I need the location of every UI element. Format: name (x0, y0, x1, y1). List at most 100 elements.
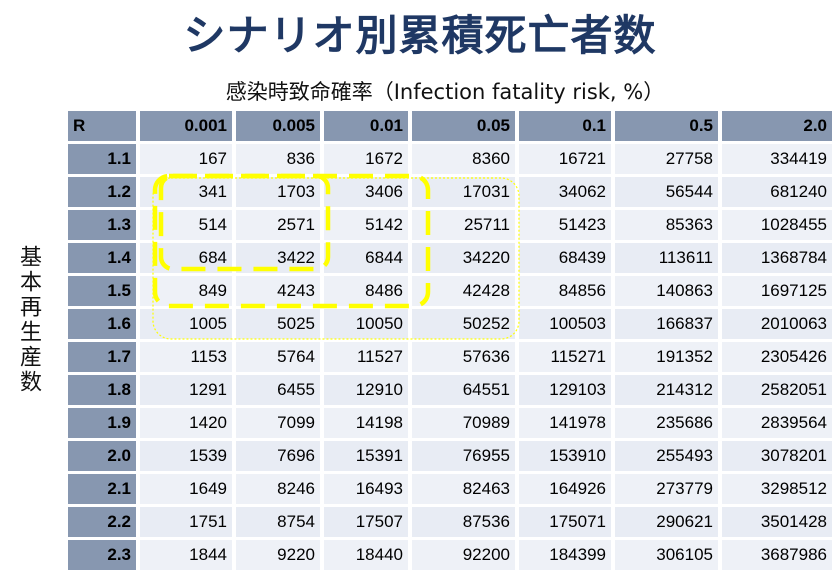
table-cell: 1368784 (722, 243, 832, 273)
table-cell: 273779 (615, 474, 718, 504)
table-cell: 3406 (324, 177, 408, 207)
table-cell: 334419 (722, 144, 832, 174)
table-cell: 681240 (722, 177, 832, 207)
table-cell: 12910 (324, 375, 408, 405)
row-header: 1.4 (68, 243, 136, 273)
row-header: 2.3 (68, 540, 136, 570)
table-cell: 214312 (615, 375, 718, 405)
table-cell: 85363 (615, 210, 718, 240)
table-cell: 849 (140, 276, 232, 306)
row-header: 1.5 (68, 276, 136, 306)
table-cell: 57636 (412, 342, 515, 372)
table-cell: 2839564 (722, 408, 832, 438)
table-cell: 3687986 (722, 540, 832, 570)
table-cell: 175071 (519, 507, 611, 537)
table-cell: 17507 (324, 507, 408, 537)
table-cell: 42428 (412, 276, 515, 306)
table-row: 1.9 1420 7099 14198 70989 141978 235686 2839564 (68, 408, 832, 438)
table-row: 2.2 1751 8754 17507 87536 175071 290621 3501428 (68, 507, 832, 537)
table-cell: 2582051 (722, 375, 832, 405)
table-cell: 34062 (519, 177, 611, 207)
table-cell: 64551 (412, 375, 515, 405)
column-header: 0.01 (324, 111, 408, 141)
table-cell: 82463 (412, 474, 515, 504)
table-cell: 184399 (519, 540, 611, 570)
table-cell: 10050 (324, 309, 408, 339)
table-cell: 191352 (615, 342, 718, 372)
table-cell: 341 (140, 177, 232, 207)
row-header: 1.1 (68, 144, 136, 174)
header-row: R 0.001 0.005 0.01 0.05 0.1 0.5 2.0 (68, 111, 832, 141)
table-cell: 1751 (140, 507, 232, 537)
table-cell: 8486 (324, 276, 408, 306)
table-cell: 16721 (519, 144, 611, 174)
table-cell: 290621 (615, 507, 718, 537)
table-cell: 167 (140, 144, 232, 174)
table-cell: 7696 (236, 441, 320, 471)
table-row: 1.1 167 836 1672 8360 16721 27758 334419 (68, 144, 832, 174)
table-cell: 8754 (236, 507, 320, 537)
table-cell: 11527 (324, 342, 408, 372)
column-header: 0.1 (519, 111, 611, 141)
column-header: 0.5 (615, 111, 718, 141)
column-axis-label: 感染時致命確率（Infection fatality risk, %） (225, 80, 665, 104)
table-cell: 92200 (412, 540, 515, 570)
table-cell: 9220 (236, 540, 320, 570)
table-cell: 5025 (236, 309, 320, 339)
table-cell: 87536 (412, 507, 515, 537)
table-cell: 514 (140, 210, 232, 240)
table-cell: 1291 (140, 375, 232, 405)
table-cell: 140863 (615, 276, 718, 306)
row-header: 2.1 (68, 474, 136, 504)
table-cell: 25711 (412, 210, 515, 240)
table-row: 1.8 1291 6455 12910 64551 129103 214312 2582051 (68, 375, 832, 405)
table-cell: 235686 (615, 408, 718, 438)
table-cell: 3501428 (722, 507, 832, 537)
table-cell: 129103 (519, 375, 611, 405)
table-cell: 8246 (236, 474, 320, 504)
table-row: 2.1 1649 8246 16493 82463 164926 273779 3298512 (68, 474, 832, 504)
row-header: 1.6 (68, 309, 136, 339)
table-body: 1.1 167 836 1672 8360 16721 27758 334419 1.2 341 1… (68, 144, 832, 570)
table-cell: 141978 (519, 408, 611, 438)
table-cell: 3298512 (722, 474, 832, 504)
table-cell: 166837 (615, 309, 718, 339)
table-cell: 2010063 (722, 309, 832, 339)
table-cell: 1028455 (722, 210, 832, 240)
table-cell: 34220 (412, 243, 515, 273)
table-row: 2.3 1844 9220 18440 92200 184399 306105 3687986 (68, 540, 832, 570)
table-cell: 68439 (519, 243, 611, 273)
fatality-table: R 0.001 0.005 0.01 0.05 0.1 0.5 2.0 1.1 1… (64, 108, 836, 573)
table-cell: 76955 (412, 441, 515, 471)
table-cell: 84856 (519, 276, 611, 306)
table-row: 1.3 514 2571 5142 25711 51423 85363 1028455 (68, 210, 832, 240)
table-cell: 1703 (236, 177, 320, 207)
table-cell: 306105 (615, 540, 718, 570)
table-cell: 3422 (236, 243, 320, 273)
row-header: 1.9 (68, 408, 136, 438)
table-row: 2.0 1539 7696 15391 76955 153910 255493 3078201 (68, 441, 832, 471)
table-cell: 7099 (236, 408, 320, 438)
table-cell: 3078201 (722, 441, 832, 471)
column-header: 2.0 (722, 111, 832, 141)
table-cell: 255493 (615, 441, 718, 471)
table-cell: 50252 (412, 309, 515, 339)
row-header: 2.0 (68, 441, 136, 471)
row-header: 1.3 (68, 210, 136, 240)
table-cell: 1844 (140, 540, 232, 570)
table-cell: 113611 (615, 243, 718, 273)
table-cell: 5142 (324, 210, 408, 240)
table-row: 1.2 341 1703 3406 17031 34062 56544 681240 (68, 177, 832, 207)
table-cell: 2571 (236, 210, 320, 240)
table-cell: 15391 (324, 441, 408, 471)
table-cell: 1420 (140, 408, 232, 438)
table-cell: 1649 (140, 474, 232, 504)
table-cell: 684 (140, 243, 232, 273)
table-cell: 18440 (324, 540, 408, 570)
table-cell: 70989 (412, 408, 515, 438)
table-cell: 4243 (236, 276, 320, 306)
table-cell: 6844 (324, 243, 408, 273)
column-header: 0.001 (140, 111, 232, 141)
table-cell: 1539 (140, 441, 232, 471)
row-axis-label: 基本再生産数 (16, 245, 41, 395)
